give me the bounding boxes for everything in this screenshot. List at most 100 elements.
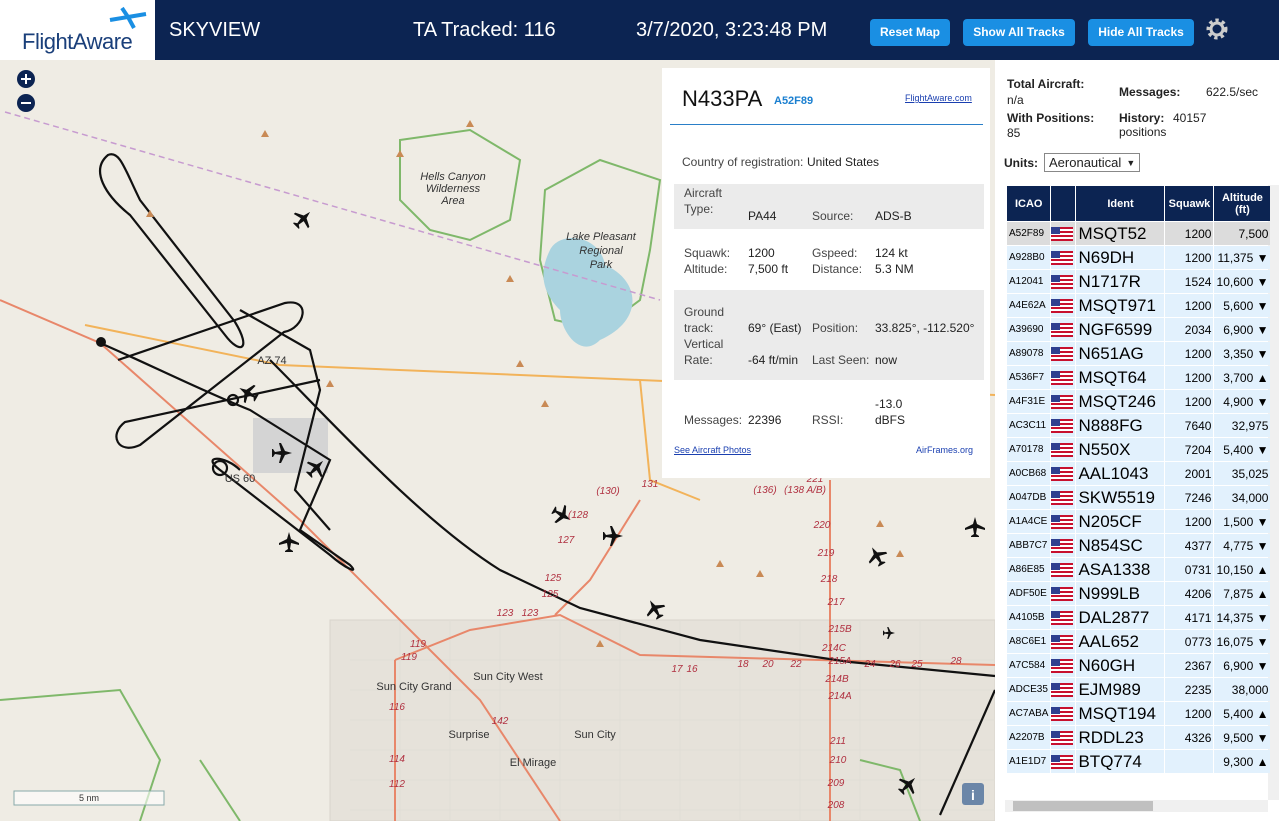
icao-cell: A12041	[1007, 270, 1051, 293]
aircraft-row[interactable]: A39690 NGF6599 2034 6,900 ▼	[1007, 318, 1271, 341]
flag-cell	[1051, 438, 1076, 461]
road-label: 215B	[827, 624, 852, 635]
aircraft-row[interactable]: A0CB68 AAL1043 2001 35,025	[1007, 462, 1271, 485]
icao-cell: ADCE35	[1007, 678, 1051, 701]
column-header[interactable]: Squawk	[1165, 186, 1214, 221]
icao-cell: ABB7C7	[1007, 534, 1051, 557]
aircraft-row[interactable]: AC7ABA MSQT194 1200 5,400 ▲	[1007, 702, 1271, 725]
squawk-cell: 2001	[1165, 462, 1214, 485]
squawk-cell: 1200	[1165, 246, 1214, 269]
scrollbar[interactable]	[1268, 185, 1279, 800]
altitude-cell: 14,375 ▼	[1214, 606, 1271, 629]
flag-icon	[1051, 754, 1074, 769]
icao-cell: A39690	[1007, 318, 1051, 341]
aircraft-row[interactable]: A4F31E MSQT246 1200 4,900 ▼	[1007, 390, 1271, 413]
flag-icon	[1051, 370, 1074, 385]
field-value: 1200	[748, 246, 775, 260]
column-header[interactable]: ICAO	[1007, 186, 1051, 221]
info-band	[674, 184, 984, 229]
aircraft-row[interactable]: A4E62A MSQT971 1200 5,600 ▼	[1007, 294, 1271, 317]
road-label: 125	[545, 573, 562, 584]
aircraft-row[interactable]: A1A4CE N205CF 1200 1,500 ▼	[1007, 510, 1271, 533]
altitude-cell: 3,700 ▲	[1214, 366, 1271, 389]
flag-icon	[1051, 586, 1074, 601]
road-label: 220	[813, 520, 831, 531]
aircraft-row[interactable]: A70178 N550X 7204 5,400 ▼	[1007, 438, 1271, 461]
info-button[interactable]	[962, 783, 984, 805]
flightaware-link[interactable]: FlightAware.com	[905, 93, 972, 103]
zoom-controls[interactable]	[17, 70, 35, 112]
icao-cell: A70178	[1007, 438, 1051, 461]
field-value: -13.0 dBFS	[875, 397, 906, 427]
map-label: El Mirage	[510, 757, 556, 769]
field-value: now	[875, 353, 898, 367]
aircraft-row[interactable]: ADCE35 EJM989 2235 38,000	[1007, 678, 1271, 701]
column-header[interactable]	[1051, 186, 1076, 221]
field-label: Gspeed:	[812, 246, 858, 260]
scale-bar	[13, 790, 165, 806]
road-label: 217	[827, 597, 845, 608]
aircraft-row[interactable]: AC3C11 N888FG 7640 32,975	[1007, 414, 1271, 437]
column-header[interactable]: Ident	[1076, 186, 1165, 221]
aircraft-row[interactable]: A047DB SKW5519 7246 34,000	[1007, 486, 1271, 509]
icao-cell: A2207B	[1007, 726, 1051, 749]
ident-cell: DAL2877	[1076, 606, 1165, 629]
stat-label: With Positions:	[1007, 111, 1095, 125]
icao-cell: A1E1D7	[1007, 750, 1051, 773]
flag-icon	[1051, 634, 1074, 649]
ident-cell: NGF6599	[1076, 318, 1165, 341]
ident-cell: EJM989	[1076, 678, 1165, 701]
stat-value: 85	[1007, 126, 1021, 140]
field-value: 33.825°, -112.520°	[875, 321, 975, 335]
units-select[interactable]: Aeronautical ▼	[1044, 153, 1141, 172]
squawk-cell: 1200	[1165, 366, 1214, 389]
field-value: -64 ft/min	[748, 353, 799, 367]
road-label: 114	[389, 754, 405, 765]
road-label: (128	[568, 510, 588, 521]
aircraft-row[interactable]: A928B0 N69DH 1200 11,375 ▼	[1007, 246, 1271, 269]
aircraft-row[interactable]: A1E1D7 BTQ774 9,300 ▲	[1007, 750, 1271, 773]
road-label: 221	[806, 474, 824, 485]
flag-icon	[1051, 658, 1074, 673]
icao-cell: A7C584	[1007, 654, 1051, 677]
photos-link[interactable]: See Aircraft Photos	[674, 445, 752, 455]
reset-map-button[interactable]: Reset Map	[870, 19, 950, 46]
squawk-cell: 0773	[1165, 630, 1214, 653]
aircraft-row[interactable]: A89078 N651AG 1200 3,350 ▼	[1007, 342, 1271, 365]
logo[interactable]: FlightAware	[0, 0, 155, 60]
aircraft-row[interactable]: ABB7C7 N854SC 4377 4,775 ▼	[1007, 534, 1271, 557]
field-value: PA44	[748, 209, 777, 223]
aircraft-row[interactable]: A86E85 ASA1338 0731 10,150 ▲	[1007, 558, 1271, 581]
icao-cell: A89078	[1007, 342, 1051, 365]
ident-cell: N60GH	[1076, 654, 1165, 677]
hide-tracks-button[interactable]: Hide All Tracks	[1088, 19, 1194, 46]
header: FlightAware SKYVIEW TA Tracked: 116 3/7/…	[0, 0, 1279, 60]
aircraft-row[interactable]: A7C584 N60GH 2367 6,900 ▼	[1007, 654, 1271, 677]
column-header[interactable]: Altitude (ft)	[1214, 186, 1271, 221]
aircraft-row[interactable]: A12041 N1717R 1524 10,600 ▼	[1007, 270, 1271, 293]
scrollbar[interactable]	[1005, 800, 1268, 812]
aircraft-row[interactable]: A52F89 MSQT52 1200 7,500	[1007, 222, 1271, 245]
road-label: 215A	[827, 656, 852, 667]
stat-label: Total Aircraft:	[1007, 77, 1085, 91]
field-label: RSSI:	[812, 413, 844, 427]
stat-value: 622.5/sec	[1206, 85, 1259, 99]
aircraft-row[interactable]: A2207B RDDL23 4326 9,500 ▼	[1007, 726, 1271, 749]
flag-icon	[1051, 490, 1074, 505]
aircraft-row[interactable]: A4105B DAL2877 4171 14,375 ▼	[1007, 606, 1271, 629]
field-label: Squawk:	[684, 246, 731, 260]
show-tracks-button[interactable]: Show All Tracks	[963, 19, 1075, 46]
field-value: 124 kt	[875, 246, 908, 260]
airframes-link[interactable]: AirFrames.org	[916, 445, 974, 455]
aircraft-row[interactable]: A536F7 MSQT64 1200 3,700 ▲	[1007, 366, 1271, 389]
aircraft-row[interactable]: A8C6E1 AAL652 0773 16,075 ▼	[1007, 630, 1271, 653]
road-label: 211	[829, 736, 846, 747]
flag-cell	[1051, 630, 1076, 653]
aircraft-row[interactable]: ADF50E N999LB 4206 7,875 ▲	[1007, 582, 1271, 605]
ident-cell: AAL1043	[1076, 462, 1165, 485]
icao-cell: A86E85	[1007, 558, 1051, 581]
flag-cell	[1051, 606, 1076, 629]
settings-icon[interactable]	[1205, 17, 1229, 41]
road-label: 210	[829, 755, 847, 766]
ident-cell: N550X	[1076, 438, 1165, 461]
